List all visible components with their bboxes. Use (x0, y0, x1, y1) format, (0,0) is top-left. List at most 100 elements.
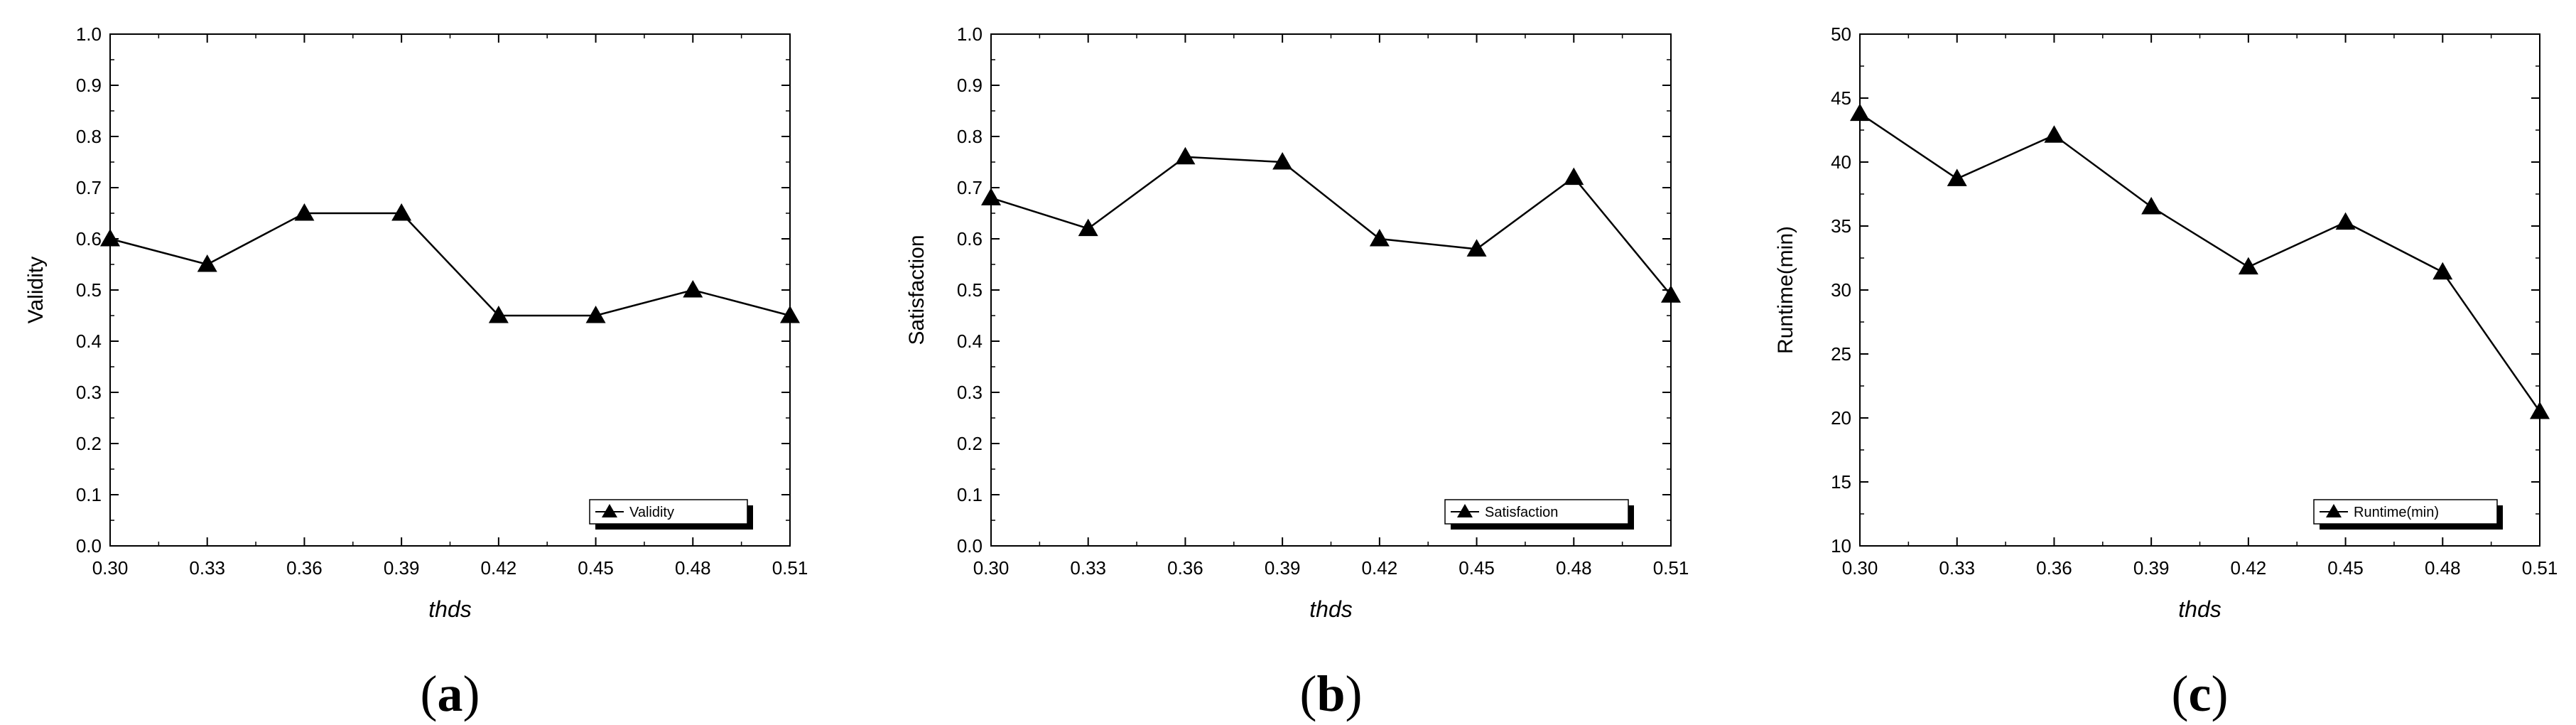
chart-panel-c: 10 15 20 25 30 35 40 45 50 0.30 0.33 0.36 0.39 0.42 0.… (1774, 23, 2558, 722)
x-tick-label: 0.48 (1556, 557, 1592, 579)
legend-label: Runtime(min) (2354, 505, 2439, 520)
y-tick-label: 20 (1831, 407, 1851, 429)
y-tick-label: 0.1 (957, 484, 983, 505)
x-tick-label: 0.33 (1070, 557, 1106, 579)
y-tick-label: 0.6 (957, 228, 983, 249)
data-point-triangle (683, 280, 703, 298)
y-tick-label: 0.5 (957, 279, 983, 301)
y-axis-title: Satisfaction (905, 235, 929, 345)
x-tick-label: 0.33 (1939, 557, 1975, 579)
y-tick-label: 0.1 (76, 484, 102, 505)
panel-label: (a) (421, 665, 480, 722)
data-point-triangle (100, 229, 120, 247)
x-tick-label: 0.30 (92, 557, 129, 579)
panel-label-letter: c (2189, 665, 2212, 722)
series-line-Validity (109, 212, 791, 317)
legend-marker-triangle (602, 504, 617, 517)
data-point-triangle (197, 254, 217, 272)
panel-label-close-paren: ) (1346, 665, 1363, 722)
x-tick-label: 0.51 (1653, 557, 1689, 579)
series-line-Satisfaction (990, 156, 1672, 296)
y-tick-label: 0.2 (957, 433, 983, 454)
data-point-triangle (488, 306, 509, 323)
x-tick-label: 0.30 (973, 557, 1010, 579)
y-axis-title: Runtime(min) (1774, 226, 1797, 354)
y-tick-label: 50 (1831, 23, 1851, 45)
x-tick-label: 0.51 (2522, 557, 2558, 579)
x-axis-title: thds (2178, 596, 2221, 622)
legend-marker-triangle (1457, 504, 1473, 517)
data-point-triangle (981, 188, 1001, 205)
x-tick-label: 0.36 (2036, 557, 2072, 579)
data-point-triangle (2044, 125, 2064, 143)
y-tick-label: 1.0 (76, 23, 102, 45)
data-point-triangle (1661, 285, 1681, 303)
data-point-triangle (2530, 402, 2550, 419)
chart-panel-b: 0.0 0.1 0.2 0.3 0.4 0.5 0.6 0.7 0.8 0.9 1.0 0.30 0.3… (905, 23, 1689, 722)
y-tick-label: 40 (1831, 151, 1851, 173)
legend-marker-triangle (2326, 504, 2342, 517)
x-tick-label: 0.48 (2425, 557, 2461, 579)
y-axis-title: Validity (24, 257, 48, 323)
x-tick-label: 0.39 (384, 557, 420, 579)
data-point-triangle (294, 203, 315, 221)
data-point-triangle (1272, 152, 1293, 170)
legend-label: Satisfaction (1485, 505, 1558, 520)
y-tick-label: 1.0 (957, 23, 983, 45)
y-tick-label: 0.9 (957, 75, 983, 96)
legend-label: Validity (629, 505, 674, 520)
panel-label-open-paren: ( (421, 665, 438, 722)
y-tick-label: 0.8 (76, 126, 102, 147)
y-tick-label: 0.7 (957, 177, 983, 198)
data-point-triangle (2141, 197, 2162, 215)
x-tick-label: 0.42 (2231, 557, 2267, 579)
y-tick-label: 0.4 (76, 331, 102, 352)
panel-label-close-paren: ) (463, 665, 480, 722)
panel-label: (c) (2172, 665, 2229, 722)
panel-label-close-paren: ) (2211, 665, 2228, 722)
panel-label-letter: b (1316, 665, 1345, 722)
y-tick-label: 0.4 (957, 331, 983, 352)
data-point-triangle (2335, 212, 2356, 230)
y-tick-label: 0.3 (76, 382, 102, 403)
y-tick-label: 35 (1831, 215, 1851, 237)
x-axis-title: thds (428, 596, 471, 622)
x-tick-label: 0.36 (286, 557, 323, 579)
y-tick-label: 0.7 (76, 177, 102, 198)
x-tick-label: 0.42 (1362, 557, 1398, 579)
x-tick-label: 0.33 (189, 557, 225, 579)
panel-label-open-paren: ( (2172, 665, 2189, 722)
y-tick-label: 0.5 (76, 279, 102, 301)
y-tick-label: 0.8 (957, 126, 983, 147)
y-tick-label: 0.3 (957, 382, 983, 403)
x-tick-label: 0.45 (578, 557, 614, 579)
y-tick-label: 0.0 (957, 535, 983, 557)
y-tick-label: 15 (1831, 471, 1851, 493)
chart-panel-a: 0.0 0.1 0.2 0.3 0.4 0.5 0.6 0.7 0.8 0.9 1.0 0.30 0.3… (24, 23, 808, 722)
data-point-triangle (1466, 239, 1487, 257)
data-point-triangle (1850, 103, 1870, 122)
y-tick-label: 25 (1831, 343, 1851, 365)
y-tick-label: 0.9 (76, 75, 102, 96)
plot-frame (1859, 33, 2540, 547)
data-point-triangle (2238, 257, 2258, 275)
data-point-triangle (1175, 146, 1196, 165)
y-tick-label: 0.0 (76, 535, 102, 557)
data-point-triangle (391, 203, 412, 221)
data-point-triangle (2432, 262, 2453, 280)
x-axis-title: thds (1309, 596, 1352, 622)
x-tick-label: 0.51 (772, 557, 808, 579)
x-tick-label: 0.48 (675, 557, 711, 579)
panel-label-open-paren: ( (1299, 665, 1316, 722)
plot-frame (990, 33, 1672, 547)
panel-label: (b) (1299, 665, 1362, 722)
panel-label-letter: a (438, 665, 463, 722)
data-point-triangle (1078, 218, 1098, 237)
data-point-triangle (585, 306, 606, 323)
data-point-triangle (780, 306, 800, 323)
x-tick-label: 0.39 (2133, 557, 2170, 579)
x-tick-label: 0.45 (2327, 557, 2364, 579)
data-point-triangle (1369, 229, 1390, 247)
y-tick-label: 45 (1831, 87, 1851, 109)
